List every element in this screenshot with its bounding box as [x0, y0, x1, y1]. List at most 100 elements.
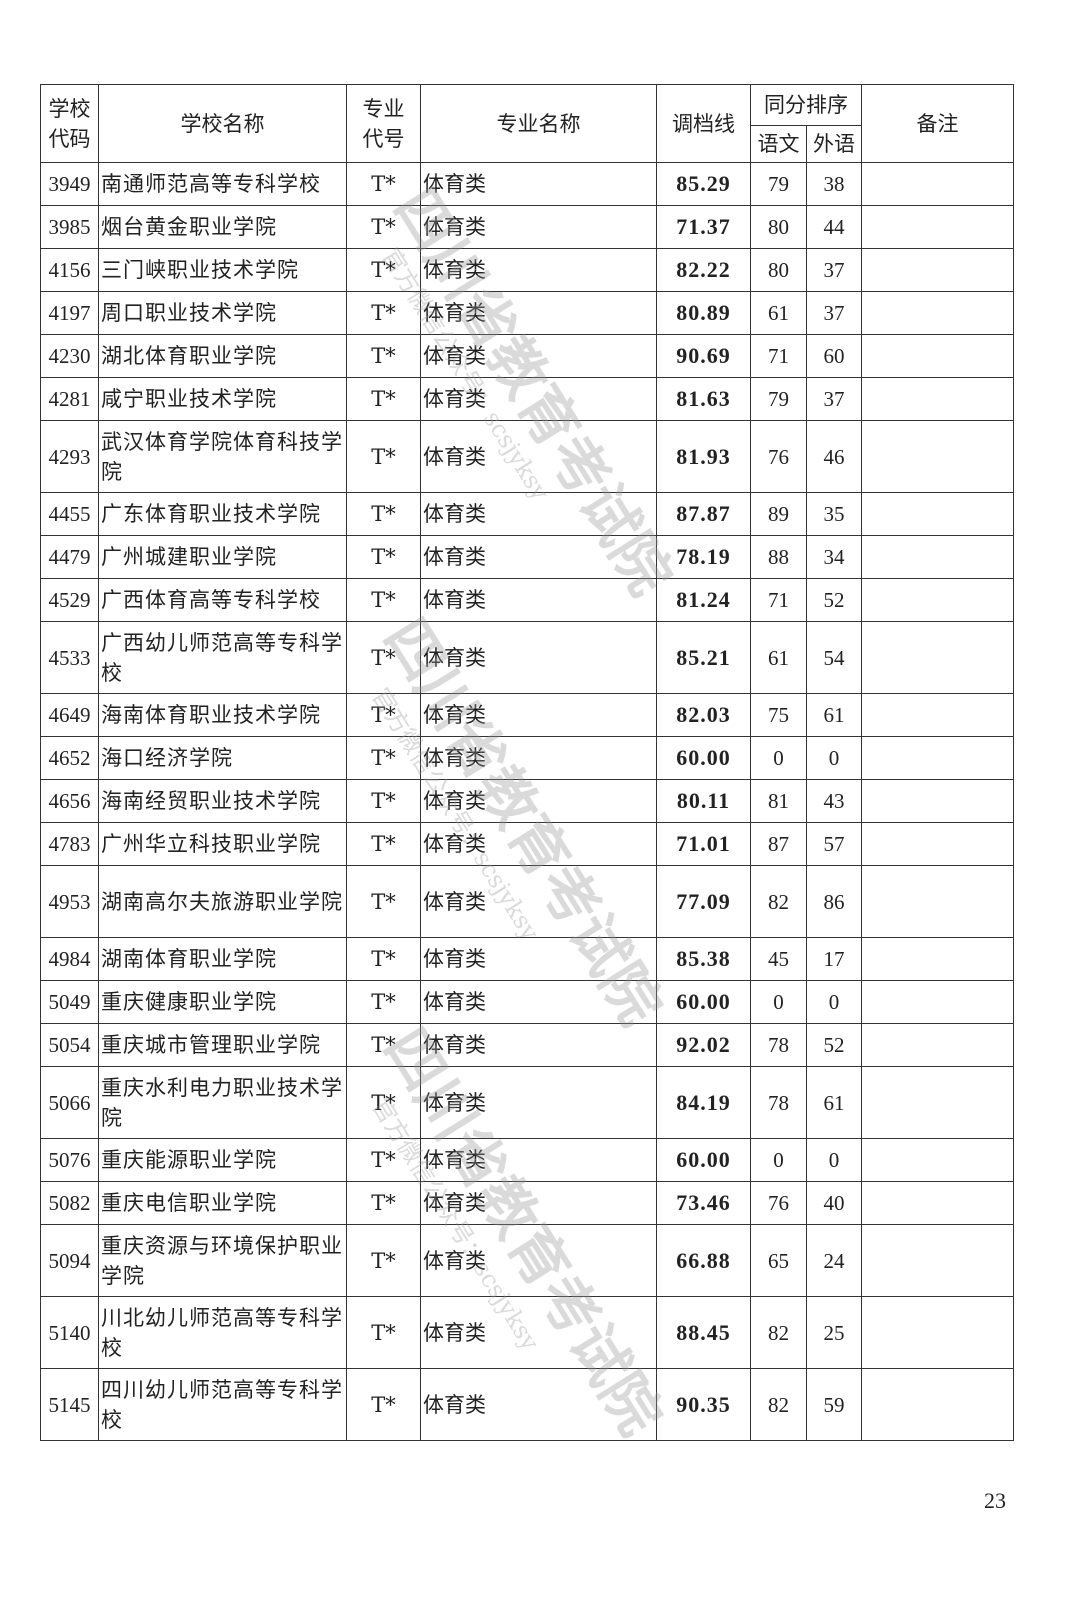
table-row: 4455 广东体育职业技术学院 T* 体育类 87.87 89 35: [40, 492, 1014, 536]
cell-school-name: 重庆城市管理职业学院: [98, 1023, 347, 1067]
cell-chinese-rank: 89: [750, 492, 807, 536]
table-row: 4656 海南经贸职业技术学院 T* 体育类 80.11 81 43: [40, 779, 1014, 823]
cell-remark: [861, 291, 1014, 335]
header-major-name: 专业名称: [420, 84, 657, 163]
cell-cutoff: 88.45: [656, 1296, 751, 1369]
table-row: 3985 烟台黄金职业学院 T* 体育类 71.37 80 44: [40, 205, 1014, 249]
cell-school-code: 4984: [40, 937, 99, 981]
cell-major-name: 体育类: [420, 1138, 657, 1182]
header-chinese: 语文: [750, 125, 807, 163]
cell-remark: [861, 535, 1014, 579]
cell-remark: [861, 492, 1014, 536]
cell-cutoff: 90.69: [656, 334, 751, 378]
cell-major-code: T*: [346, 205, 421, 249]
cell-major-name: 体育类: [420, 980, 657, 1024]
cell-cutoff: 82.03: [656, 693, 751, 737]
cell-foreign-rank: 60: [806, 334, 862, 378]
cell-chinese-rank: 45: [750, 937, 807, 981]
cell-cutoff: 66.88: [656, 1224, 751, 1297]
cell-cutoff: 77.09: [656, 865, 751, 938]
cell-foreign-rank: 24: [806, 1224, 862, 1297]
cell-chinese-rank: 80: [750, 205, 807, 249]
cell-foreign-rank: 38: [806, 162, 862, 206]
cell-foreign-rank: 54: [806, 621, 862, 694]
cell-cutoff: 85.21: [656, 621, 751, 694]
cell-cutoff: 81.24: [656, 578, 751, 622]
cell-school-code: 5140: [40, 1296, 99, 1369]
table-row: 4529 广西体育高等专科学校 T* 体育类 81.24 71 52: [40, 578, 1014, 622]
table-row: 4783 广州华立科技职业学院 T* 体育类 71.01 87 57: [40, 822, 1014, 866]
header-major-code: 专业代号: [346, 84, 421, 163]
cell-school-code: 4652: [40, 736, 99, 780]
cell-major-name: 体育类: [420, 334, 657, 378]
cell-foreign-rank: 37: [806, 248, 862, 292]
cell-school-name: 重庆健康职业学院: [98, 980, 347, 1024]
cell-foreign-rank: 40: [806, 1181, 862, 1225]
cell-chinese-rank: 0: [750, 1138, 807, 1182]
cell-school-name: 重庆电信职业学院: [98, 1181, 347, 1225]
cell-major-code: T*: [346, 736, 421, 780]
cell-major-name: 体育类: [420, 291, 657, 335]
cell-major-code: T*: [346, 162, 421, 206]
table-row: 5082 重庆电信职业学院 T* 体育类 73.46 76 40: [40, 1181, 1014, 1225]
cell-chinese-rank: 61: [750, 291, 807, 335]
table-row: 4156 三门峡职业技术学院 T* 体育类 82.22 80 37: [40, 248, 1014, 292]
table-row: 5049 重庆健康职业学院 T* 体育类 60.00 0 0: [40, 980, 1014, 1024]
cell-remark: [861, 865, 1014, 938]
cell-cutoff: 92.02: [656, 1023, 751, 1067]
cell-school-name: 重庆资源与环境保护职业学院: [98, 1224, 347, 1297]
cell-major-code: T*: [346, 937, 421, 981]
cell-major-name: 体育类: [420, 578, 657, 622]
cell-remark: [861, 578, 1014, 622]
cell-chinese-rank: 65: [750, 1224, 807, 1297]
table-body: 3949 南通师范高等专科学校 T* 体育类 85.29 79 38 3985 烟台黄金职业学院…: [40, 162, 1014, 1441]
cell-major-code: T*: [346, 980, 421, 1024]
cell-remark: [861, 1138, 1014, 1182]
cell-foreign-rank: 37: [806, 377, 862, 421]
cell-cutoff: 78.19: [656, 535, 751, 579]
cell-school-name: 川北幼儿师范高等专科学校: [98, 1296, 347, 1369]
cell-major-name: 体育类: [420, 1368, 657, 1441]
cell-remark: [861, 1368, 1014, 1441]
cell-foreign-rank: 43: [806, 779, 862, 823]
cell-cutoff: 60.00: [656, 736, 751, 780]
cell-foreign-rank: 52: [806, 578, 862, 622]
cell-school-name: 三门峡职业技术学院: [98, 248, 347, 292]
cell-school-name: 咸宁职业技术学院: [98, 377, 347, 421]
cell-school-code: 5054: [40, 1023, 99, 1067]
cell-foreign-rank: 17: [806, 937, 862, 981]
cell-chinese-rank: 78: [750, 1066, 807, 1139]
cell-major-name: 体育类: [420, 377, 657, 421]
cell-school-name: 重庆能源职业学院: [98, 1138, 347, 1182]
cell-major-code: T*: [346, 535, 421, 579]
cell-school-name: 湖南体育职业学院: [98, 937, 347, 981]
table-row: 5054 重庆城市管理职业学院 T* 体育类 92.02 78 52: [40, 1023, 1014, 1067]
cell-remark: [861, 1023, 1014, 1067]
cell-remark: [861, 937, 1014, 981]
table-row: 5066 重庆水利电力职业技术学院 T* 体育类 84.19 78 61: [40, 1066, 1014, 1139]
table-row: 4293 武汉体育学院体育科技学院 T* 体育类 81.93 76 46: [40, 420, 1014, 493]
cell-remark: [861, 420, 1014, 493]
cell-foreign-rank: 0: [806, 736, 862, 780]
cell-school-name: 武汉体育学院体育科技学院: [98, 420, 347, 493]
cell-remark: [861, 693, 1014, 737]
cell-cutoff: 84.19: [656, 1066, 751, 1139]
cell-cutoff: 85.29: [656, 162, 751, 206]
cell-cutoff: 85.38: [656, 937, 751, 981]
cell-chinese-rank: 80: [750, 248, 807, 292]
cell-major-name: 体育类: [420, 1181, 657, 1225]
cell-school-name: 广西幼儿师范高等专科学校: [98, 621, 347, 694]
table-row: 4984 湖南体育职业学院 T* 体育类 85.38 45 17: [40, 937, 1014, 981]
cell-remark: [861, 205, 1014, 249]
table-row: 4230 湖北体育职业学院 T* 体育类 90.69 71 60: [40, 334, 1014, 378]
cell-chinese-rank: 0: [750, 736, 807, 780]
cell-chinese-rank: 82: [750, 865, 807, 938]
cell-major-code: T*: [346, 865, 421, 938]
cell-major-code: T*: [346, 377, 421, 421]
cell-chinese-rank: 88: [750, 535, 807, 579]
cell-major-code: T*: [346, 492, 421, 536]
cell-school-name: 海南体育职业技术学院: [98, 693, 347, 737]
cell-school-code: 5049: [40, 980, 99, 1024]
cell-school-name: 湖北体育职业学院: [98, 334, 347, 378]
cell-major-name: 体育类: [420, 1224, 657, 1297]
